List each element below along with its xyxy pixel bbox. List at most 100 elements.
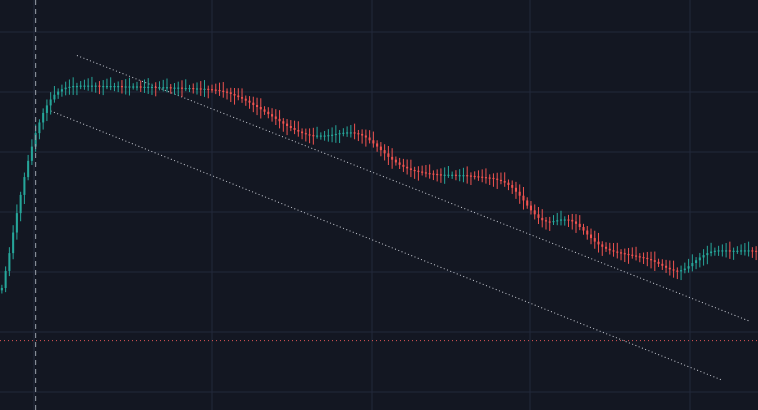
candle[interactable]: [120, 80, 123, 94]
candle[interactable]: [4, 266, 7, 293]
candle[interactable]: [608, 242, 611, 255]
candle[interactable]: [582, 223, 585, 235]
candle[interactable]: [184, 79, 187, 92]
candle[interactable]: [301, 128, 304, 140]
candle[interactable]: [150, 83, 154, 95]
candle[interactable]: [286, 119, 289, 136]
candle[interactable]: [267, 107, 270, 119]
candle[interactable]: [421, 165, 424, 176]
candle[interactable]: [154, 82, 157, 97]
candle[interactable]: [409, 159, 412, 178]
candle[interactable]: [732, 247, 735, 260]
candle[interactable]: [706, 245, 709, 265]
candle[interactable]: [207, 85, 210, 99]
candle[interactable]: [38, 119, 41, 140]
candle[interactable]: [102, 80, 105, 96]
candle[interactable]: [94, 82, 97, 93]
candle[interactable]: [135, 81, 138, 91]
candle[interactable]: [98, 81, 101, 95]
candle[interactable]: [571, 213, 574, 230]
candle[interactable]: [327, 129, 330, 142]
candle[interactable]: [687, 258, 690, 273]
candle[interactable]: [0, 284, 3, 294]
candle[interactable]: [477, 170, 480, 181]
candle[interactable]: [218, 82, 221, 96]
candle[interactable]: [443, 167, 446, 184]
candle[interactable]: [548, 216, 551, 231]
candle[interactable]: [210, 84, 214, 93]
candle[interactable]: [241, 88, 244, 103]
candle[interactable]: [646, 251, 649, 267]
candle[interactable]: [319, 132, 322, 140]
candle[interactable]: [496, 172, 499, 189]
candle[interactable]: [529, 201, 533, 215]
candle[interactable]: [124, 79, 127, 95]
candle[interactable]: [665, 259, 668, 273]
candle[interactable]: [49, 92, 52, 115]
candle[interactable]: [458, 169, 461, 182]
candle[interactable]: [428, 164, 431, 179]
candle[interactable]: [57, 88, 60, 99]
candle[interactable]: [650, 251, 653, 269]
candle[interactable]: [661, 259, 664, 270]
candle[interactable]: [488, 174, 491, 186]
candle[interactable]: [349, 125, 352, 138]
candle[interactable]: [473, 171, 476, 180]
candle[interactable]: [60, 84, 63, 97]
candle[interactable]: [514, 181, 517, 199]
candle[interactable]: [406, 159, 409, 175]
candle[interactable]: [698, 252, 701, 268]
candle[interactable]: [653, 251, 656, 271]
candle[interactable]: [278, 110, 281, 129]
candle[interactable]: [710, 242, 713, 257]
candle[interactable]: [248, 96, 251, 109]
candle[interactable]: [90, 76, 93, 92]
candle[interactable]: [308, 128, 311, 144]
candle[interactable]: [147, 78, 150, 94]
candle[interactable]: [259, 98, 262, 119]
candle[interactable]: [42, 108, 45, 130]
candle[interactable]: [544, 217, 548, 230]
candle[interactable]: [541, 209, 544, 228]
candle[interactable]: [623, 248, 626, 263]
candle[interactable]: [225, 88, 229, 100]
candle[interactable]: [368, 130, 371, 144]
candle[interactable]: [334, 125, 337, 143]
candle[interactable]: [304, 128, 307, 142]
candle[interactable]: [481, 169, 484, 183]
candle[interactable]: [391, 148, 394, 169]
candle[interactable]: [323, 130, 326, 141]
candle[interactable]: [376, 140, 379, 152]
candle[interactable]: [256, 97, 259, 116]
candle[interactable]: [728, 241, 731, 259]
candle[interactable]: [612, 243, 615, 257]
candle[interactable]: [511, 180, 514, 194]
candle[interactable]: [627, 247, 630, 264]
candle[interactable]: [563, 216, 566, 226]
candle[interactable]: [195, 82, 199, 95]
candle[interactable]: [252, 96, 255, 113]
candle[interactable]: [574, 214, 578, 233]
candle[interactable]: [312, 127, 315, 145]
candle[interactable]: [346, 126, 349, 137]
candle[interactable]: [109, 77, 112, 91]
candle[interactable]: [589, 228, 593, 245]
candle[interactable]: [105, 78, 108, 90]
candle[interactable]: [361, 129, 364, 144]
candle[interactable]: [342, 128, 345, 137]
candle[interactable]: [755, 246, 758, 261]
candle[interactable]: [297, 121, 300, 137]
candle[interactable]: [507, 179, 510, 191]
candle[interactable]: [492, 173, 495, 187]
candle[interactable]: [132, 83, 135, 90]
candle[interactable]: [499, 172, 502, 185]
candle[interactable]: [740, 244, 743, 255]
candle[interactable]: [439, 168, 442, 183]
candle[interactable]: [436, 169, 439, 182]
candle[interactable]: [526, 197, 529, 209]
candle[interactable]: [222, 82, 225, 98]
candle[interactable]: [518, 184, 521, 204]
candle[interactable]: [19, 191, 22, 222]
candle[interactable]: [635, 246, 638, 261]
